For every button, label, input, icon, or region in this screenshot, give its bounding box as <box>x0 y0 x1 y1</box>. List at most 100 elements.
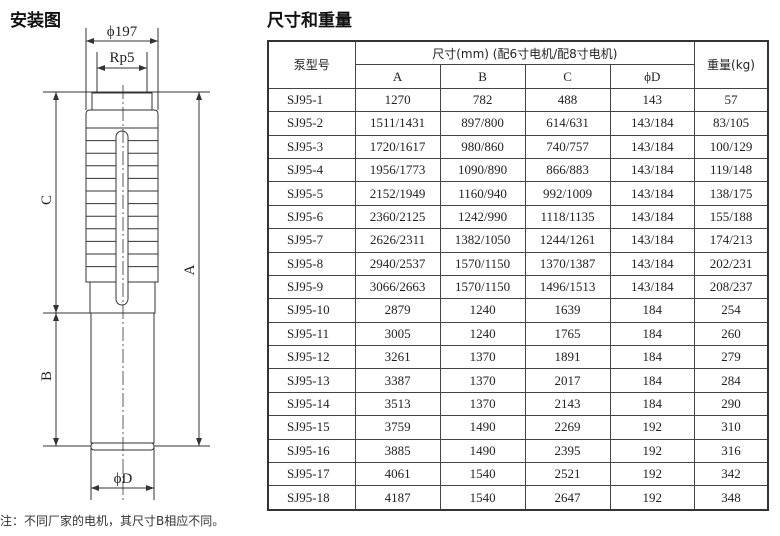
cell-weight: 202/231 <box>694 251 769 276</box>
cell-d: 143/184 <box>609 111 696 136</box>
cell-model: SJ95-2 <box>267 111 356 136</box>
cell-weight: 119/148 <box>694 157 769 183</box>
cell-d: 184 <box>609 298 696 323</box>
cell-c: 2017 <box>524 368 611 393</box>
cell-a: 3513 <box>354 391 441 417</box>
cell-b: 1370 <box>439 391 526 417</box>
cell-d: 143/184 <box>609 204 696 230</box>
cell-weight: 155/188 <box>694 204 769 230</box>
cell-model: SJ95-6 <box>267 204 356 230</box>
table-row: SJ95-12 3261 1370 1891 184 279 <box>267 345 769 370</box>
cell-b: 1490 <box>439 438 526 464</box>
cell-b: 1242/990 <box>439 204 526 230</box>
header-d: ϕD <box>609 64 696 89</box>
cell-c: 2395 <box>524 438 611 464</box>
table-row: SJ95-17 4061 1540 2521 192 342 <box>267 462 769 487</box>
dimensions-weight-table: 泵型号 尺寸(mm) (配6寸电机/配8寸电机) 重量(kg) A B C ϕD… <box>267 40 769 511</box>
cell-model: SJ95-9 <box>267 274 356 300</box>
cell-c: 866/883 <box>524 157 611 183</box>
cell-model: SJ95-16 <box>267 438 356 464</box>
cell-d: 143 <box>609 87 696 113</box>
cell-weight: 348 <box>694 485 769 511</box>
cell-a: 2360/2125 <box>354 204 441 230</box>
cell-model: SJ95-1 <box>267 87 356 113</box>
cell-c: 992/1009 <box>524 181 611 206</box>
cell-model: SJ95-18 <box>267 485 356 511</box>
cell-d: 143/184 <box>609 157 696 183</box>
cell-b: 1540 <box>439 485 526 511</box>
table-row: SJ95-10 2879 1240 1639 184 254 <box>267 298 769 323</box>
cell-c: 2521 <box>524 462 611 487</box>
cell-a: 3387 <box>354 368 441 393</box>
thread-label: Rp5 <box>109 50 134 66</box>
cell-d: 192 <box>609 485 696 511</box>
cell-c: 2647 <box>524 485 611 511</box>
table-row: SJ95-4 1956/1773 1090/890 866/883 143/184 119… <box>267 157 769 183</box>
table-row: SJ95-14 3513 1370 2143 184 290 <box>267 391 769 417</box>
cell-model: SJ95-11 <box>267 321 356 347</box>
table-row: SJ95-9 3066/2663 1570/1150 1496/1513 143/184… <box>267 274 769 300</box>
cell-b: 1382/1050 <box>439 228 526 253</box>
cell-weight: 284 <box>694 368 769 393</box>
cell-d: 192 <box>609 462 696 487</box>
cell-weight: 138/175 <box>694 181 769 206</box>
cell-b: 1370 <box>439 368 526 393</box>
table-row: SJ95-15 3759 1490 2269 192 310 <box>267 415 769 440</box>
cell-weight: 310 <box>694 415 769 440</box>
cell-d: 143/184 <box>609 181 696 206</box>
cell-model: SJ95-4 <box>267 157 356 183</box>
table-row: SJ95-18 4187 1540 2647 192 348 <box>267 485 769 511</box>
cell-model: SJ95-8 <box>267 251 356 276</box>
cell-a: 4061 <box>354 462 441 487</box>
cell-b: 897/800 <box>439 111 526 136</box>
cell-d: 143/184 <box>609 274 696 300</box>
cell-weight: 342 <box>694 462 769 487</box>
cell-d: 192 <box>609 438 696 464</box>
diagram-note: 注：不同厂家的电机，其尺寸B相应不同。 <box>0 514 225 528</box>
cell-model: SJ95-5 <box>267 181 356 206</box>
cell-d: 143/184 <box>609 228 696 253</box>
cell-weight: 316 <box>694 438 769 464</box>
cell-model: SJ95-12 <box>267 345 356 370</box>
cell-weight: 208/237 <box>694 274 769 300</box>
cell-model: SJ95-3 <box>267 134 356 159</box>
cell-b: 1370 <box>439 345 526 370</box>
header-dimensions: 尺寸(mm) (配6寸电机/配8寸电机) <box>354 40 696 66</box>
cell-a: 2152/1949 <box>354 181 441 206</box>
cell-c: 1118/1135 <box>524 204 611 230</box>
cell-c: 1496/1513 <box>524 274 611 300</box>
dimension-b-label: B <box>39 371 55 381</box>
cell-b: 1570/1150 <box>439 251 526 276</box>
cell-model: SJ95-15 <box>267 415 356 440</box>
dimension-c-label: C <box>39 195 55 205</box>
cell-a: 1270 <box>354 87 441 113</box>
cell-a: 4187 <box>354 485 441 511</box>
cell-model: SJ95-13 <box>267 368 356 393</box>
cell-a: 1511/1431 <box>354 111 441 136</box>
cell-b: 1240 <box>439 321 526 347</box>
header-a: A <box>354 64 441 89</box>
table-row: SJ95-2 1511/1431 897/800 614/631 143/184 83/1… <box>267 111 769 136</box>
cell-c: 2269 <box>524 415 611 440</box>
dimension-a-label: A <box>182 264 198 275</box>
cell-a: 3759 <box>354 415 441 440</box>
cell-weight: 290 <box>694 391 769 417</box>
table-row: SJ95-1 1270 782 488 143 57 <box>267 87 769 113</box>
cell-c: 1244/1261 <box>524 228 611 253</box>
cell-b: 1490 <box>439 415 526 440</box>
cell-c: 1765 <box>524 321 611 347</box>
header-model: 泵型号 <box>267 40 356 89</box>
cell-d: 143/184 <box>609 134 696 159</box>
cell-d: 184 <box>609 391 696 417</box>
cell-c: 1370/1387 <box>524 251 611 276</box>
cell-b: 782 <box>439 87 526 113</box>
cell-d: 184 <box>609 368 696 393</box>
table-row: SJ95-13 3387 1370 2017 184 284 <box>267 368 769 393</box>
table-row: SJ95-16 3885 1490 2395 192 316 <box>267 438 769 464</box>
cell-a: 3885 <box>354 438 441 464</box>
table-title: 尺寸和重量 <box>267 11 352 31</box>
cell-a: 3005 <box>354 321 441 347</box>
cell-b: 1090/890 <box>439 157 526 183</box>
cell-weight: 100/129 <box>694 134 769 159</box>
header-b: B <box>439 64 526 89</box>
